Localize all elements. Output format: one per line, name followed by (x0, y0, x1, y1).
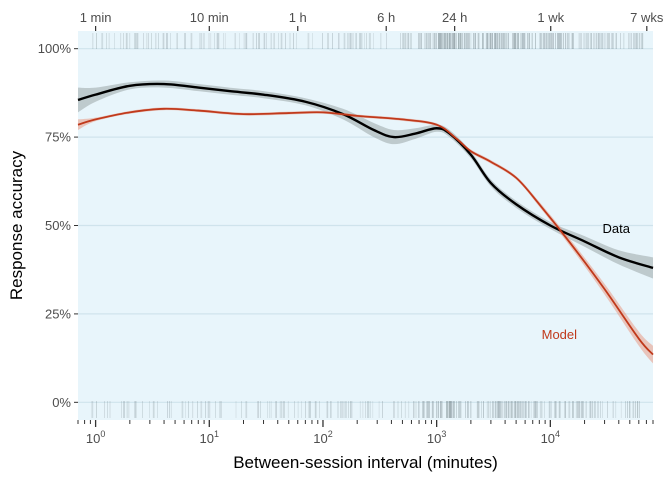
top-axis-tick-label: 1 h (289, 10, 307, 25)
top-axis-tick-label: 1 min (80, 10, 112, 25)
confidence-bands (78, 80, 653, 364)
top-axis-tick-label: 1 wk (537, 10, 564, 25)
x-tick-label: 103 (427, 429, 446, 446)
data-series-label: Data (603, 221, 631, 236)
model-line (77, 107, 654, 356)
y-tick-label: 50% (45, 218, 71, 233)
y-tick-label: 25% (45, 306, 71, 321)
x-tick-exponent: 3 (441, 429, 446, 439)
x-tick-base: 10 (313, 431, 327, 446)
x-tick-label: 104 (541, 429, 560, 446)
series-labels: Data Model (542, 221, 631, 342)
model-confidence-band (78, 107, 653, 364)
x-tick-base: 10 (541, 431, 555, 446)
top-axis-tick-label: 7 wks (630, 10, 664, 25)
model-series-label: Model (542, 327, 578, 342)
top-axis-tick-label: 6 h (377, 10, 395, 25)
x-tick-label: 102 (313, 429, 332, 446)
x-tick-label: 100 (86, 429, 105, 446)
x-tick-base: 10 (200, 431, 214, 446)
x-axis-title: Between-session interval (minutes) (233, 453, 498, 472)
x-tick-base: 10 (86, 431, 100, 446)
top-axis-tick-label: 24 h (442, 10, 467, 25)
y-axis-title: Response accuracy (7, 150, 26, 300)
y-tick-label: 100% (38, 41, 72, 56)
x-tick-exponent: 0 (100, 429, 105, 439)
data-line (77, 82, 654, 270)
x-tick-label: 101 (200, 429, 219, 446)
y-axis: 0% 25% 50% 75% 100% (38, 41, 78, 410)
data-confidence-band (78, 80, 653, 279)
x-axis-bottom: 100 101 102 103 104 (77, 420, 654, 446)
series-lines (77, 82, 654, 356)
top-axis-tick-label: 10 min (190, 10, 229, 25)
x-tick-exponent: 4 (555, 429, 560, 439)
y-tick-label: 75% (45, 130, 71, 145)
x-tick-exponent: 1 (214, 429, 219, 439)
x-tick-exponent: 2 (328, 429, 333, 439)
x-tick-base: 10 (427, 431, 441, 446)
x-axis-top: 1 min 10 min 1 h 6 h 24 h 1 wk 7 wks (80, 10, 664, 31)
rug-marks (91, 33, 644, 418)
y-tick-label: 0% (52, 395, 71, 410)
